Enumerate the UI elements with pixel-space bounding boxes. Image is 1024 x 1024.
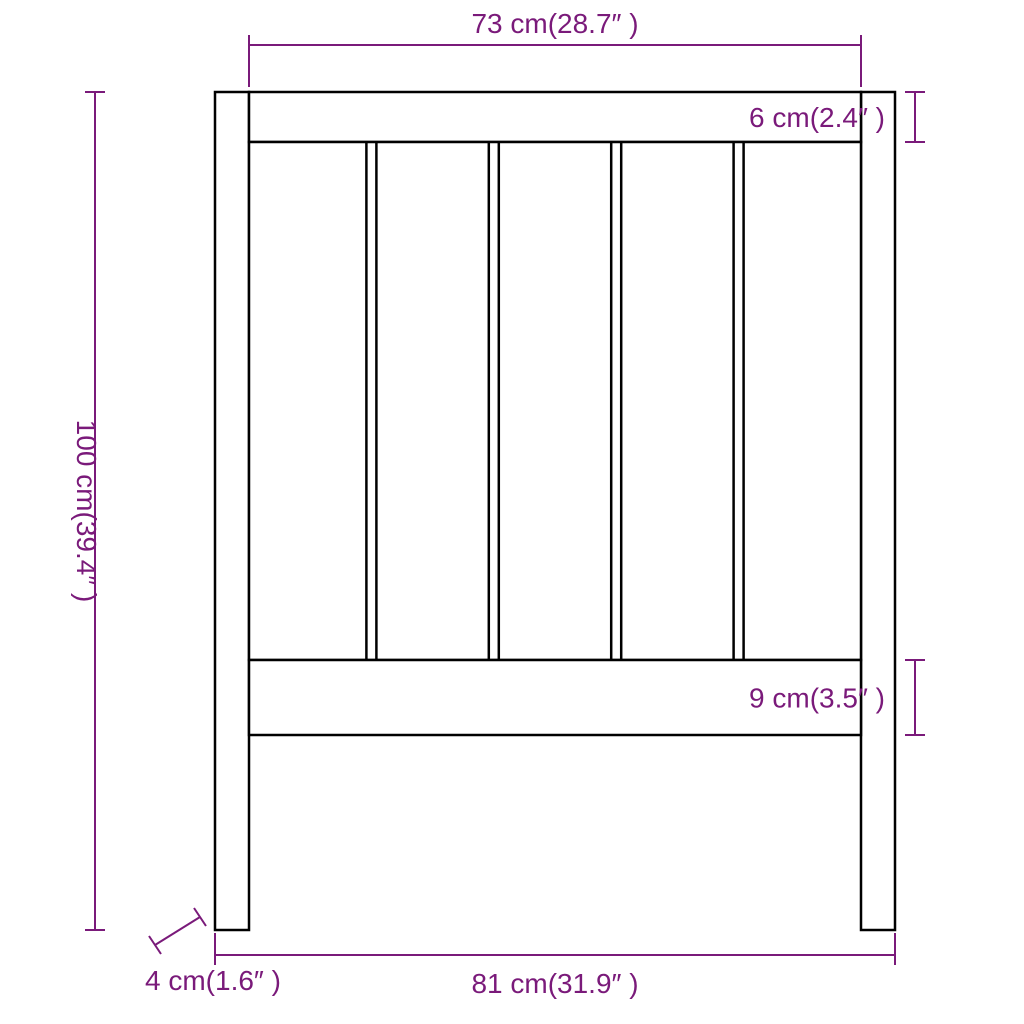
dim-label-depth: 4 cm(1.6″ ) xyxy=(145,965,281,996)
right-post xyxy=(861,92,895,930)
left-post xyxy=(215,92,249,930)
dim-label-top-rail: 6 cm(2.4″ ) xyxy=(749,102,885,133)
dim-label-width: 81 cm(31.9″ ) xyxy=(471,968,638,999)
dim-label-height: 100 cm(39.4″ ) xyxy=(71,420,102,603)
dim-label-top: 73 cm(28.7″ ) xyxy=(471,8,638,39)
panel-area xyxy=(249,142,861,660)
dim-label-bottom-rail: 9 cm(3.5″ ) xyxy=(749,683,885,714)
